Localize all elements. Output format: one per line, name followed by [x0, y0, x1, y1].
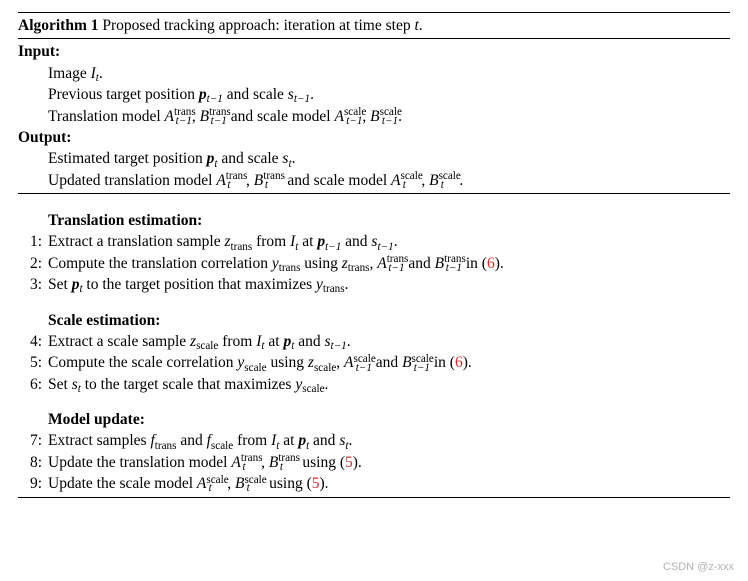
eq-ref-5[interactable]: 5 [312, 475, 320, 492]
eq-ref-5[interactable]: 5 [345, 454, 353, 471]
section-scale-estimation: Scale estimation: [18, 310, 730, 331]
watermark: CSDN @z-xxx [663, 560, 734, 575]
step-9: 9: Update the scale model Ascalet, Bscal… [18, 473, 730, 494]
output-label: Output: [18, 127, 730, 148]
step-2: 2: Compute the translation correlation y… [18, 253, 730, 274]
algorithm-caption: Proposed tracking approach: iteration at… [99, 17, 423, 34]
section-model-update: Model update: [18, 409, 730, 430]
algorithm-number: Algorithm 1 [18, 17, 99, 34]
section-translation-estimation: Translation estimation: [18, 210, 730, 231]
step-1: 1: Extract a translation sample ztrans f… [18, 231, 730, 252]
step-3: 3: Set pt to the target position that ma… [18, 274, 730, 295]
input-label: Input: [18, 41, 730, 62]
output-line-1: Estimated target position pt and scale s… [18, 148, 730, 169]
input-line-3: Translation model Atranst−1, Btranst−1 a… [18, 106, 730, 127]
algorithm-header: Algorithm 1 Proposed tracking approach: … [18, 12, 730, 39]
eq-ref-6[interactable]: 6 [487, 255, 495, 272]
step-7: 7: Extract samples ftrans and fscale fro… [18, 430, 730, 451]
input-line-1: Image It. [18, 63, 730, 84]
divider-1 [18, 193, 730, 194]
input-line-2: Previous target position pt−1 and scale … [18, 84, 730, 105]
step-5: 5: Compute the scale correlation yscale … [18, 352, 730, 373]
step-8: 8: Update the translation model Atranst,… [18, 452, 730, 473]
divider-bottom [18, 497, 730, 498]
step-6: 6: Set st to the target scale that maxim… [18, 374, 730, 395]
step-4: 4: Extract a scale sample zscale from It… [18, 331, 730, 352]
eq-ref-6[interactable]: 6 [455, 354, 463, 371]
output-line-2: Updated translation model Atranst, Btran… [18, 170, 730, 191]
